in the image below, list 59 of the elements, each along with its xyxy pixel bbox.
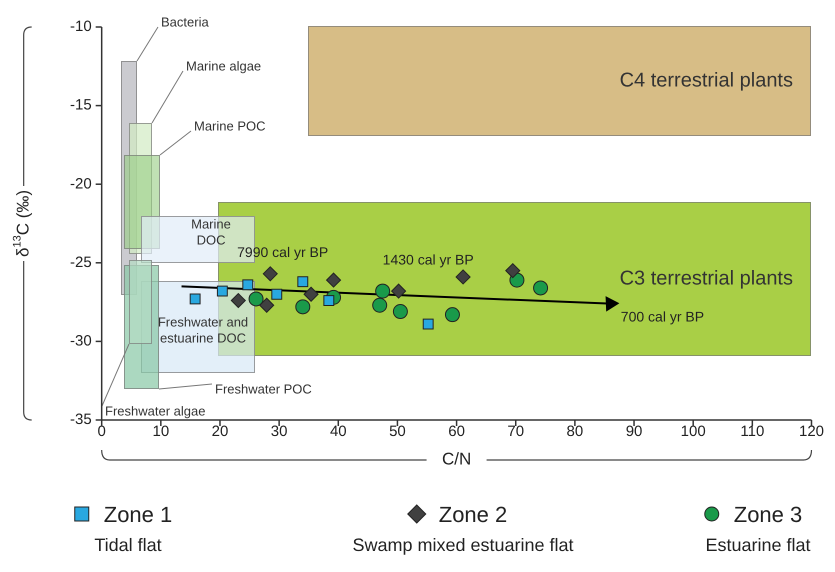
point [230, 293, 246, 308]
annotation: Freshwater POC [215, 382, 312, 397]
point [326, 272, 342, 288]
x-tick-label: 50 [389, 423, 406, 440]
point [304, 286, 319, 302]
annotation: Marine POC [194, 118, 266, 134]
annotation: Marine algae [186, 58, 262, 74]
x-tick-label: 80 [566, 423, 584, 440]
annotation: Bacteria [161, 14, 210, 30]
point [259, 298, 274, 313]
x-tick-label: 100 [680, 423, 706, 440]
point [505, 263, 520, 278]
x-axis-title: C/N [442, 450, 472, 469]
annotation: Freshwater algae [105, 404, 206, 419]
point [392, 304, 408, 320]
point [456, 269, 471, 284]
point [422, 318, 434, 330]
x-tick-label: 60 [448, 423, 465, 440]
point [242, 279, 254, 290]
annotation: 700 cal yr BP [620, 308, 704, 325]
x-tick-label: 30 [270, 423, 288, 440]
y-tick-label: -20 [70, 175, 92, 192]
point [297, 276, 308, 288]
annotation: Freshwater and estuarine DOC [158, 314, 248, 346]
point [271, 288, 282, 300]
point [262, 266, 278, 282]
x-tick-label: 120 [798, 423, 824, 440]
x-tick-label: 110 [740, 423, 764, 440]
y-tick-label: -15 [70, 96, 92, 114]
point [391, 284, 406, 299]
x-tick-label: 0 [98, 423, 106, 440]
text: Estuarine flat [705, 534, 811, 555]
point [190, 294, 201, 304]
x-tick-label: 40 [330, 423, 347, 440]
point [295, 299, 310, 314]
annotation: Marine DOC [191, 216, 231, 248]
annotation: C3 terrestrial plants [620, 268, 793, 290]
y-tick-label: -25 [70, 254, 92, 271]
annotation: 1430 cal yr BP [382, 252, 474, 268]
text: Swamp mixed estuarine flat [352, 534, 574, 555]
legend-label: Zone 3 [734, 502, 802, 528]
point [375, 284, 390, 299]
y-tick-label: -35 [70, 411, 92, 428]
x-tick-label: 20 [212, 423, 228, 440]
point [216, 286, 228, 297]
annotation: C4 terrestrial plants [620, 70, 793, 92]
y-tick-label: -30 [70, 332, 92, 350]
x-tick-label: 90 [626, 423, 642, 440]
point [533, 280, 548, 296]
legend-label: Zone 1 [104, 502, 172, 528]
x-tick-label: 70 [507, 423, 524, 440]
x-tick-label: 10 [152, 423, 170, 440]
text: Tidal flat [94, 534, 162, 555]
y-axis-title: δ13C (‰) [12, 190, 32, 258]
y-tick-label: -10 [70, 18, 92, 36]
point [372, 298, 388, 313]
point [248, 291, 264, 306]
legend-label: Zone 2 [438, 502, 508, 528]
point [444, 307, 460, 322]
